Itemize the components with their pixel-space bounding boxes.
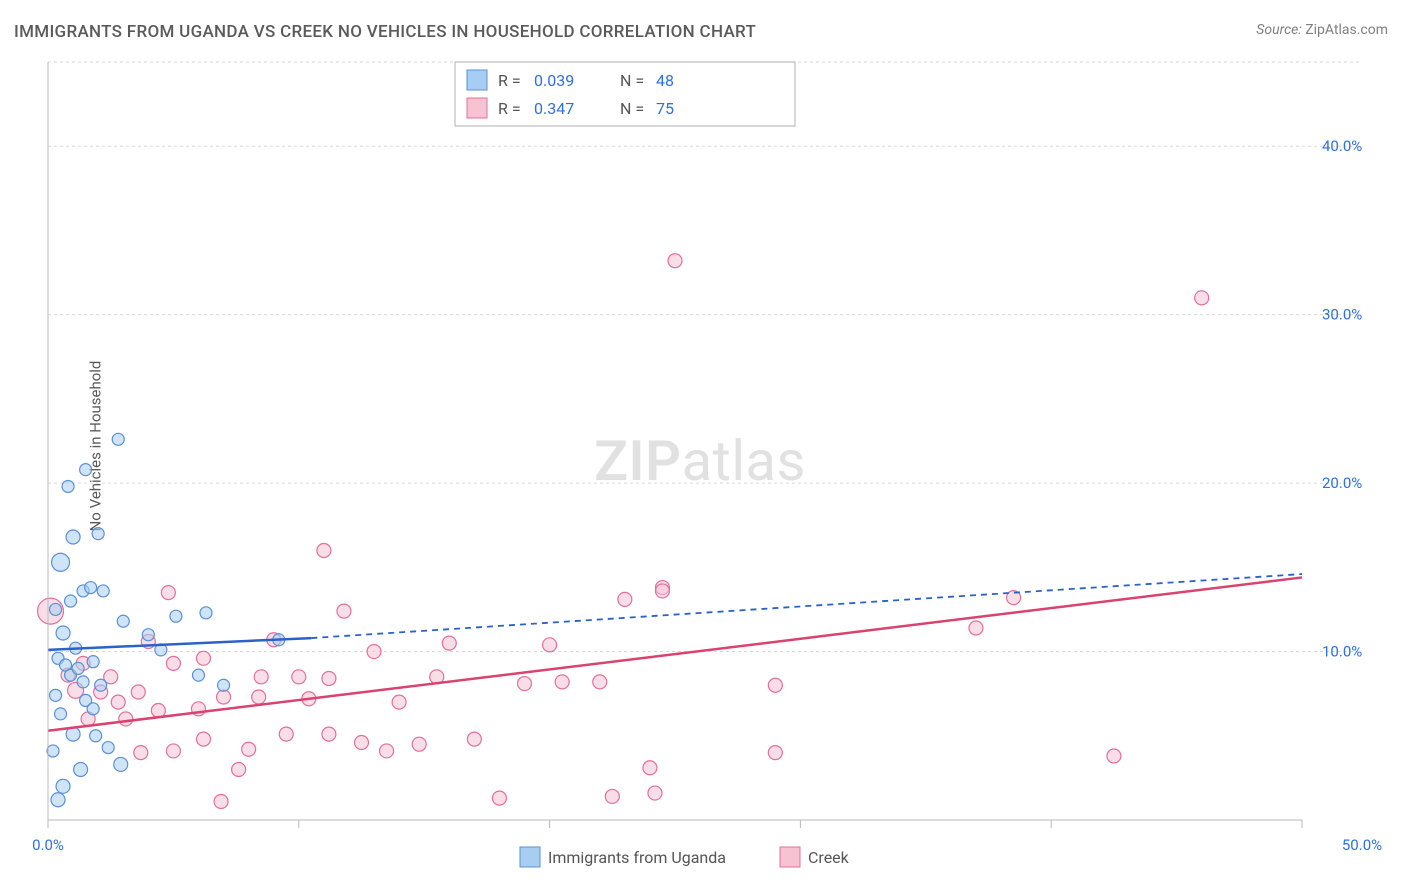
legend-swatch-creek <box>780 847 800 867</box>
svg-text:40.0%: 40.0% <box>1322 137 1362 155</box>
svg-text:N =: N = <box>620 71 644 90</box>
svg-text:R =: R = <box>498 71 521 90</box>
legend-label-creek: Creek <box>808 848 850 867</box>
swatch-creek <box>467 98 487 118</box>
svg-text:0.347: 0.347 <box>534 99 574 118</box>
scatter-series-creek <box>38 254 1209 809</box>
y-axis-tick-labels: 10.0% 20.0% 30.0% 40.0% <box>1322 137 1362 660</box>
regression-lines <box>48 574 1302 731</box>
svg-text:20.0%: 20.0% <box>1322 474 1362 492</box>
gridlines <box>48 62 1362 652</box>
svg-text:0.0%: 0.0% <box>32 836 64 854</box>
svg-text:N =: N = <box>620 99 644 118</box>
svg-text:0.039: 0.039 <box>534 71 574 90</box>
watermark: ZIPatlas <box>594 428 806 494</box>
svg-text:48: 48 <box>656 71 674 90</box>
legend-swatch-uganda <box>520 847 540 867</box>
svg-text:R =: R = <box>498 99 521 118</box>
svg-text:50.0%: 50.0% <box>1342 836 1382 854</box>
series-legend: Immigrants from Uganda Creek <box>520 847 850 867</box>
swatch-uganda <box>467 70 487 90</box>
scatter-chart: ZIPatlas 10.0%20.0%30.0%40.0% 0.0%50.0% … <box>0 0 1406 892</box>
svg-text:75: 75 <box>656 99 674 118</box>
x-axis-ticks <box>48 820 1302 828</box>
svg-text:10.0%: 10.0% <box>1322 643 1362 661</box>
legend-label-uganda: Immigrants from Uganda <box>548 848 726 867</box>
stats-legend: R = 0.039 N = 48 R = 0.347 N = 75 <box>455 62 795 126</box>
svg-text:30.0%: 30.0% <box>1322 306 1362 324</box>
